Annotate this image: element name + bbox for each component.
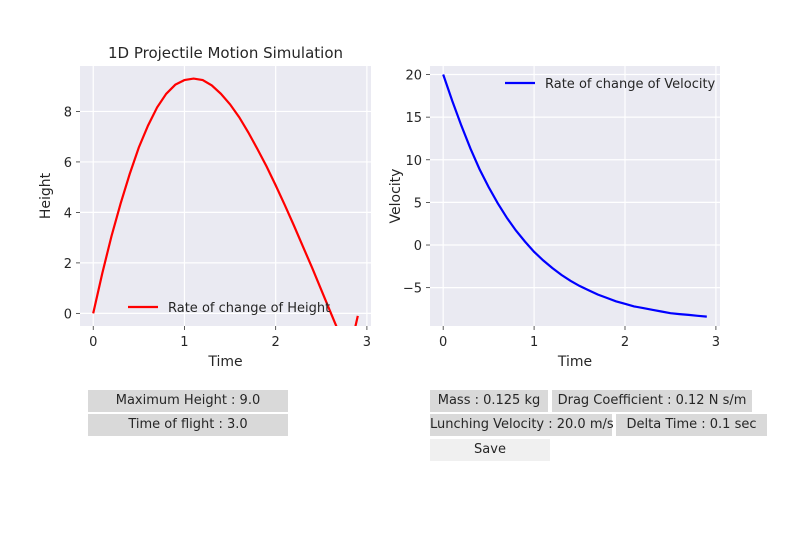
velocity-plot-area bbox=[430, 66, 720, 326]
velocity-axes: 0 1 2 3 −5 0 5 10 15 20 Time Velocity Rate of change… bbox=[388, 66, 720, 370]
height-axes: 0 1 2 3 0 2 4 6 8 1D Projectile Motion Simulation… bbox=[38, 44, 371, 370]
drag-coefficient-label: Drag Coefficient : 0.12 N s/m bbox=[552, 390, 752, 412]
velocity-y-tick-label: 0 bbox=[414, 239, 422, 254]
height-legend-label: Rate of change of Height bbox=[168, 301, 330, 316]
velocity-y-tick-label: 5 bbox=[414, 196, 422, 211]
height-y-tick-label: 6 bbox=[64, 156, 72, 171]
launching-velocity-label: Lunching Velocity : 20.0 m/s bbox=[430, 414, 614, 436]
height-y-tick-label: 0 bbox=[64, 307, 72, 322]
height-y-axis-label: Height bbox=[38, 172, 54, 219]
height-plot-area bbox=[80, 66, 371, 326]
velocity-x-tick-label: 1 bbox=[530, 335, 538, 350]
velocity-y-tick-label: 10 bbox=[405, 154, 422, 169]
height-x-axis-label: Time bbox=[207, 354, 242, 370]
height-series-line bbox=[92, 77, 359, 326]
height-x-tick-label: 1 bbox=[180, 335, 188, 350]
velocity-x-tick-label: 0 bbox=[439, 335, 447, 350]
height-x-tick-label: 2 bbox=[272, 335, 280, 350]
velocity-y-tick-label: 15 bbox=[405, 111, 422, 126]
velocity-y-tick-label: 20 bbox=[405, 69, 422, 84]
velocity-series-line bbox=[442, 74, 707, 318]
height-x-tick-label: 0 bbox=[89, 335, 97, 350]
save-button[interactable]: Save bbox=[430, 439, 550, 461]
max-height-label: Maximum Height : 9.0 bbox=[88, 390, 288, 412]
time-of-flight-label: Time of flight : 3.0 bbox=[88, 414, 288, 436]
height-y-tick-label: 8 bbox=[64, 105, 72, 120]
velocity-x-tick-label: 2 bbox=[621, 335, 629, 350]
height-y-tick-label: 2 bbox=[64, 257, 72, 272]
velocity-y-axis-label: Velocity bbox=[388, 169, 404, 224]
velocity-y-tick-label: −5 bbox=[403, 282, 422, 297]
delta-time-label: Delta Time : 0.1 sec bbox=[616, 414, 767, 436]
height-chart-title: 1D Projectile Motion Simulation bbox=[108, 44, 343, 62]
height-x-tick-label: 3 bbox=[363, 335, 371, 350]
velocity-x-axis-label: Time bbox=[557, 354, 592, 370]
mass-label: Mass : 0.125 kg bbox=[430, 390, 548, 412]
height-y-tick-label: 4 bbox=[64, 206, 72, 221]
velocity-x-tick-label: 3 bbox=[712, 335, 720, 350]
velocity-legend-label: Rate of change of Velocity bbox=[545, 77, 716, 92]
